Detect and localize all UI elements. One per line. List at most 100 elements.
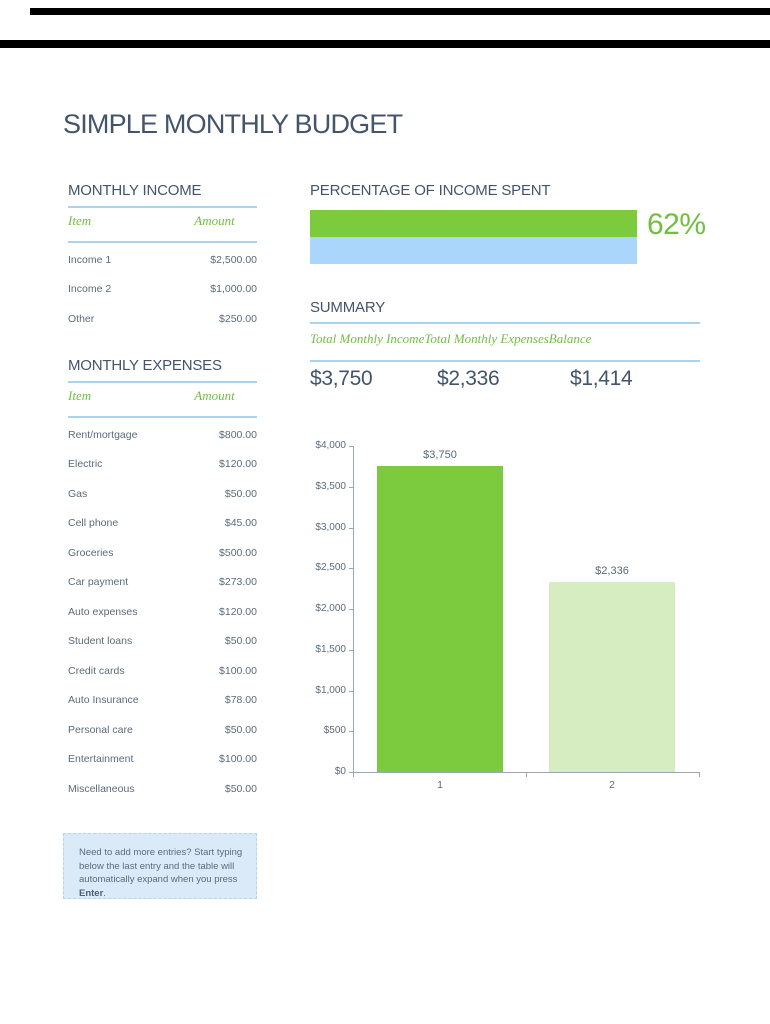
monthly-income-section: MONTHLY INCOME Item Amount Income 1 $2,50…: [68, 182, 257, 334]
chart-ytick-mark: [349, 568, 353, 570]
expenses-item-cell[interactable]: Auto expenses: [68, 605, 138, 618]
chart-ytick-label: $0: [334, 766, 346, 777]
expenses-item-cell[interactable]: Auto Insurance: [68, 694, 139, 707]
summary-column-headers: Total Monthly Income Total Monthly Expen…: [310, 324, 700, 354]
income-amount-cell[interactable]: $1,000.00: [210, 283, 257, 296]
percent-spent-value: 62%: [647, 208, 706, 241]
expenses-row: Student loans $50.00: [68, 627, 257, 657]
expenses-item-cell[interactable]: Student loans: [68, 635, 133, 648]
expenses-row: Miscellaneous $50.00: [68, 774, 257, 804]
expenses-amount-cell[interactable]: $50.00: [224, 487, 257, 500]
monthly-expenses-section: MONTHLY EXPENSES Item Amount Rent/mortga…: [68, 357, 257, 804]
income-item-cell[interactable]: Income 2: [68, 283, 112, 296]
expenses-item-cell[interactable]: Gas: [68, 487, 88, 500]
expenses-amount-cell[interactable]: $78.00: [224, 694, 257, 707]
percent-spent-bars: [310, 210, 637, 264]
expenses-amount-cell[interactable]: $273.00: [219, 576, 257, 589]
expenses-item-cell[interactable]: Credit cards: [68, 664, 125, 677]
divider: [68, 381, 257, 383]
chart-ytick-label: $1,500: [315, 643, 346, 655]
chart-ytick-label: $1,000: [315, 684, 346, 696]
expenses-col-item: Item: [68, 388, 92, 403]
chart-xtick-mark: [699, 772, 700, 777]
income-amount-cell[interactable]: $2,500.00: [210, 253, 257, 266]
income-item-cell[interactable]: Other: [68, 312, 95, 325]
chart-ytick-label: $3,500: [315, 480, 346, 492]
expenses-amount-cell[interactable]: $50.00: [224, 723, 257, 736]
expenses-amount-cell[interactable]: $800.00: [219, 428, 257, 441]
summary-total-income[interactable]: $3,750: [310, 367, 373, 390]
note-enter-key: Enter: [79, 887, 104, 899]
chart-bar-value-label: $2,336: [595, 565, 629, 577]
expenses-item-cell[interactable]: Entertainment: [68, 753, 134, 766]
income-column-headers: Item Amount: [68, 208, 257, 234]
summary-heading: SUMMARY: [310, 299, 385, 316]
chart-category-label: 2: [609, 779, 615, 791]
chart-xtick-mark: [353, 772, 354, 777]
income-amount-cell[interactable]: $250.00: [219, 312, 257, 325]
summary-col-income: Total Monthly Income: [310, 331, 425, 346]
percent-spent-section: PERCENTAGE OF INCOME SPENT 62%: [310, 182, 770, 264]
chart-ytick-label: $4,000: [315, 440, 346, 451]
monthly-income-heading: MONTHLY INCOME: [68, 182, 202, 199]
expenses-item-cell[interactable]: Cell phone: [68, 517, 119, 530]
chart-ytick-label: $2,500: [315, 562, 346, 574]
expand-table-note: Need to add more entries? Start typing b…: [63, 833, 257, 899]
expenses-col-amount: Amount: [194, 388, 235, 403]
expenses-item-cell[interactable]: Groceries: [68, 546, 114, 559]
summary-values: $3,750 $2,336 $1,414: [310, 362, 700, 391]
expenses-item-cell[interactable]: Personal care: [68, 723, 133, 736]
note-text-end: .: [103, 887, 106, 899]
divider: [310, 360, 700, 362]
income-rows: Income 1 $2,500.00 Income 2 $1,000.00 Other $…: [68, 245, 257, 334]
income-item-cell[interactable]: Income 1: [68, 253, 112, 266]
divider: [68, 416, 257, 418]
top-black-bar-1: [30, 8, 770, 15]
expenses-amount-cell[interactable]: $500.00: [219, 546, 257, 559]
expenses-amount-cell[interactable]: $45.00: [224, 517, 257, 530]
expenses-rows: Rent/mortgage $800.00 Electric $120.00 Gas $5…: [68, 420, 257, 804]
expenses-row: Cell phone $45.00: [68, 509, 257, 539]
chart-bar-2: [549, 582, 675, 772]
chart-ytick-mark: [349, 446, 353, 447]
chart-xtick-mark: [526, 772, 527, 777]
divider: [68, 206, 257, 208]
expenses-item-cell[interactable]: Miscellaneous: [68, 782, 135, 795]
note-text: Need to add more entries? Start typing b…: [79, 847, 243, 885]
expenses-row: Electric $120.00: [68, 450, 257, 480]
expenses-row: Rent/mortgage $800.00: [68, 420, 257, 450]
chart-y-axis: [353, 446, 354, 773]
expenses-row: Gas $50.00: [68, 479, 257, 509]
expenses-row: Personal care $50.00: [68, 715, 257, 745]
expenses-amount-cell[interactable]: $120.00: [219, 458, 257, 471]
percent-spent-bar-blue: [310, 237, 637, 264]
summary-section: SUMMARY Total Monthly Income Total Month…: [310, 299, 700, 391]
percent-spent-bar-green: [310, 210, 637, 237]
expenses-item-cell[interactable]: Rent/mortgage: [68, 428, 138, 441]
page-title: SIMPLE MONTHLY BUDGET: [63, 109, 403, 139]
chart-ytick-mark: [349, 649, 353, 651]
summary-total-expenses[interactable]: $2,336: [437, 367, 500, 390]
expenses-amount-cell[interactable]: $100.00: [219, 753, 257, 766]
chart-bar-1: [377, 466, 503, 772]
expenses-item-cell[interactable]: Car payment: [68, 576, 129, 589]
summary-col-expenses: Total Monthly Expenses: [424, 331, 549, 346]
percent-spent-heading: PERCENTAGE OF INCOME SPENT: [310, 182, 551, 199]
chart-ytick-mark: [349, 486, 353, 488]
expenses-amount-cell[interactable]: $120.00: [219, 605, 257, 618]
divider: [310, 322, 700, 324]
summary-balance[interactable]: $1,414: [570, 367, 633, 390]
expenses-amount-cell[interactable]: $100.00: [219, 664, 257, 677]
expenses-amount-cell[interactable]: $50.00: [224, 635, 257, 648]
expenses-column-headers: Item Amount: [68, 383, 257, 409]
expenses-item-cell[interactable]: Electric: [68, 458, 103, 471]
chart-ytick-mark: [349, 690, 353, 692]
chart-ytick-mark: [349, 772, 353, 773]
income-col-item: Item: [68, 213, 92, 228]
expenses-amount-cell[interactable]: $50.00: [224, 782, 257, 795]
chart-bar-value-label: $3,750: [423, 449, 457, 461]
chart-ytick-mark: [349, 731, 353, 733]
income-row: Income 1 $2,500.00: [68, 245, 257, 275]
top-black-bar-2: [0, 40, 770, 48]
expenses-row: Entertainment $100.00: [68, 745, 257, 775]
